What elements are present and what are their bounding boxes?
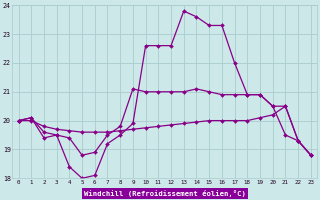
X-axis label: Windchill (Refroidissement éolien,°C): Windchill (Refroidissement éolien,°C) (84, 190, 246, 197)
